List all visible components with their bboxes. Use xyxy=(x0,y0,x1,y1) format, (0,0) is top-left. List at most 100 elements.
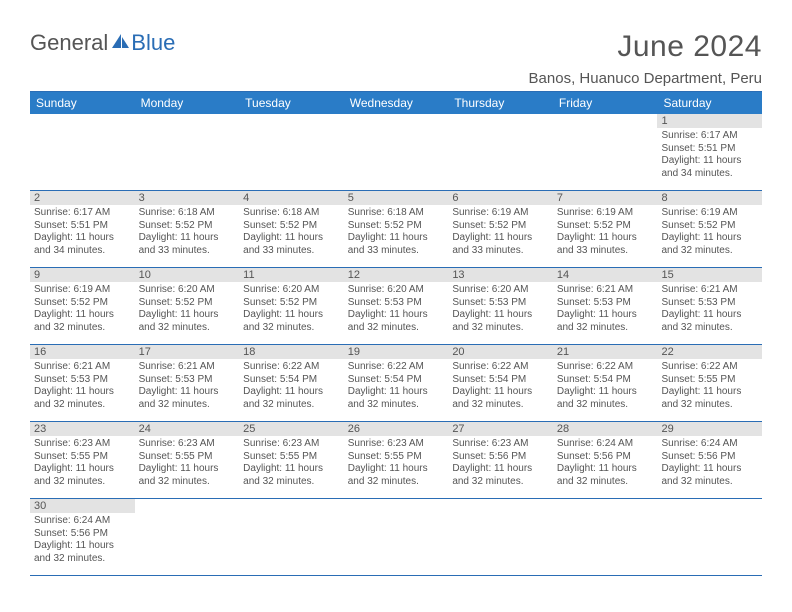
week-body-row: Sunrise: 6:19 AMSunset: 5:52 PMDaylight:… xyxy=(30,282,762,344)
daylight-line: Daylight: 11 hours and 32 minutes. xyxy=(557,386,654,411)
sunrise-line: Sunrise: 6:19 AM xyxy=(557,207,654,220)
day-number: 29 xyxy=(657,422,762,436)
day-number: 12 xyxy=(344,268,449,282)
sunrise-line: Sunrise: 6:17 AM xyxy=(661,130,758,143)
day-number: 7 xyxy=(553,191,658,205)
day-number: 15 xyxy=(657,268,762,282)
sunrise-line: Sunrise: 6:23 AM xyxy=(243,438,340,451)
sunset-line: Sunset: 5:54 PM xyxy=(348,374,445,387)
week-wrap: 2345678Sunrise: 6:17 AMSunset: 5:51 PMDa… xyxy=(30,191,762,268)
day-number-band: 23242526272829 xyxy=(30,422,762,436)
day-number: 18 xyxy=(239,345,344,359)
daylight-line: Daylight: 11 hours and 32 minutes. xyxy=(34,540,131,565)
calendar-grid: SundayMondayTuesdayWednesdayThursdayFrid… xyxy=(30,91,762,576)
daylight-line: Daylight: 11 hours and 32 minutes. xyxy=(34,463,131,488)
sunrise-line: Sunrise: 6:21 AM xyxy=(34,361,131,374)
day-number: 17 xyxy=(135,345,240,359)
daylight-line: Daylight: 11 hours and 32 minutes. xyxy=(452,463,549,488)
day-number-band: 9101112131415 xyxy=(30,268,762,282)
brand-text-blue: Blue xyxy=(131,30,175,56)
day-number xyxy=(448,499,553,513)
week-body-row: Sunrise: 6:17 AMSunset: 5:51 PMDaylight:… xyxy=(30,128,762,190)
day-cell: Sunrise: 6:22 AMSunset: 5:54 PMDaylight:… xyxy=(239,359,344,421)
daylight-line: Daylight: 11 hours and 33 minutes. xyxy=(557,232,654,257)
sunset-line: Sunset: 5:54 PM xyxy=(452,374,549,387)
sunset-line: Sunset: 5:55 PM xyxy=(661,374,758,387)
sunset-line: Sunset: 5:52 PM xyxy=(243,297,340,310)
sunrise-line: Sunrise: 6:24 AM xyxy=(661,438,758,451)
sunset-line: Sunset: 5:52 PM xyxy=(557,220,654,233)
week-wrap: 1Sunrise: 6:17 AMSunset: 5:51 PMDaylight… xyxy=(30,114,762,191)
month-title: June 2024 xyxy=(617,30,762,64)
day-cell: Sunrise: 6:22 AMSunset: 5:55 PMDaylight:… xyxy=(657,359,762,421)
daylight-line: Daylight: 11 hours and 32 minutes. xyxy=(452,386,549,411)
sunrise-line: Sunrise: 6:22 AM xyxy=(348,361,445,374)
day-cell: Sunrise: 6:22 AMSunset: 5:54 PMDaylight:… xyxy=(553,359,658,421)
sunrise-line: Sunrise: 6:23 AM xyxy=(452,438,549,451)
day-number: 1 xyxy=(657,114,762,128)
header-row: General Blue June 2024 xyxy=(30,30,762,64)
sunset-line: Sunset: 5:53 PM xyxy=(661,297,758,310)
sunset-line: Sunset: 5:56 PM xyxy=(452,451,549,464)
day-cell: Sunrise: 6:20 AMSunset: 5:53 PMDaylight:… xyxy=(344,282,449,344)
daylight-line: Daylight: 11 hours and 33 minutes. xyxy=(243,232,340,257)
sunrise-line: Sunrise: 6:21 AM xyxy=(557,284,654,297)
dow-cell: Saturday xyxy=(657,92,762,114)
daylight-line: Daylight: 11 hours and 32 minutes. xyxy=(348,386,445,411)
day-cell xyxy=(553,513,658,575)
day-number: 30 xyxy=(30,499,135,513)
sunrise-line: Sunrise: 6:23 AM xyxy=(348,438,445,451)
sunset-line: Sunset: 5:52 PM xyxy=(139,297,236,310)
day-cell: Sunrise: 6:18 AMSunset: 5:52 PMDaylight:… xyxy=(344,205,449,267)
sunset-line: Sunset: 5:52 PM xyxy=(243,220,340,233)
sunset-line: Sunset: 5:55 PM xyxy=(348,451,445,464)
day-cell: Sunrise: 6:21 AMSunset: 5:53 PMDaylight:… xyxy=(657,282,762,344)
dow-cell: Monday xyxy=(135,92,240,114)
daylight-line: Daylight: 11 hours and 32 minutes. xyxy=(661,386,758,411)
day-cell: Sunrise: 6:17 AMSunset: 5:51 PMDaylight:… xyxy=(30,205,135,267)
sunrise-line: Sunrise: 6:23 AM xyxy=(34,438,131,451)
day-cell: Sunrise: 6:23 AMSunset: 5:56 PMDaylight:… xyxy=(448,436,553,498)
daylight-line: Daylight: 11 hours and 33 minutes. xyxy=(452,232,549,257)
day-number xyxy=(30,114,135,128)
day-number xyxy=(448,114,553,128)
day-cell: Sunrise: 6:20 AMSunset: 5:53 PMDaylight:… xyxy=(448,282,553,344)
brand-text-general: General xyxy=(30,30,108,56)
location-label: Banos, Huanuco Department, Peru xyxy=(30,70,762,87)
sunset-line: Sunset: 5:52 PM xyxy=(348,220,445,233)
day-cell: Sunrise: 6:18 AMSunset: 5:52 PMDaylight:… xyxy=(135,205,240,267)
week-body-row: Sunrise: 6:17 AMSunset: 5:51 PMDaylight:… xyxy=(30,205,762,267)
sunrise-line: Sunrise: 6:21 AM xyxy=(139,361,236,374)
sunset-line: Sunset: 5:52 PM xyxy=(452,220,549,233)
day-cell: Sunrise: 6:19 AMSunset: 5:52 PMDaylight:… xyxy=(30,282,135,344)
day-number: 23 xyxy=(30,422,135,436)
week-wrap: 9101112131415Sunrise: 6:19 AMSunset: 5:5… xyxy=(30,268,762,345)
day-number xyxy=(344,499,449,513)
daylight-line: Daylight: 11 hours and 32 minutes. xyxy=(139,463,236,488)
sunrise-line: Sunrise: 6:20 AM xyxy=(139,284,236,297)
day-number: 10 xyxy=(135,268,240,282)
sunrise-line: Sunrise: 6:18 AM xyxy=(139,207,236,220)
sunset-line: Sunset: 5:52 PM xyxy=(34,297,131,310)
day-cell: Sunrise: 6:19 AMSunset: 5:52 PMDaylight:… xyxy=(448,205,553,267)
week-wrap: 23242526272829Sunrise: 6:23 AMSunset: 5:… xyxy=(30,422,762,499)
daylight-line: Daylight: 11 hours and 34 minutes. xyxy=(34,232,131,257)
day-number xyxy=(553,499,658,513)
day-number: 16 xyxy=(30,345,135,359)
sunrise-line: Sunrise: 6:23 AM xyxy=(139,438,236,451)
day-cell: Sunrise: 6:21 AMSunset: 5:53 PMDaylight:… xyxy=(135,359,240,421)
day-number-band: 2345678 xyxy=(30,191,762,205)
sunset-line: Sunset: 5:56 PM xyxy=(661,451,758,464)
day-number: 2 xyxy=(30,191,135,205)
day-number: 5 xyxy=(344,191,449,205)
day-number: 26 xyxy=(344,422,449,436)
sunset-line: Sunset: 5:51 PM xyxy=(661,143,758,156)
sunrise-line: Sunrise: 6:20 AM xyxy=(348,284,445,297)
day-cell xyxy=(448,513,553,575)
sunrise-line: Sunrise: 6:18 AM xyxy=(243,207,340,220)
week-body-row: Sunrise: 6:23 AMSunset: 5:55 PMDaylight:… xyxy=(30,436,762,498)
brand-logo: General Blue xyxy=(30,30,175,56)
day-number xyxy=(553,114,658,128)
daylight-line: Daylight: 11 hours and 32 minutes. xyxy=(34,386,131,411)
daylight-line: Daylight: 11 hours and 32 minutes. xyxy=(452,309,549,334)
